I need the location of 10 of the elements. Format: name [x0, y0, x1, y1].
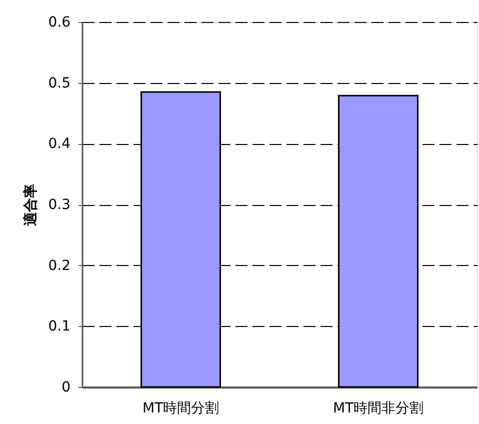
y-tick-label: 0.1 [48, 318, 70, 335]
x-tick-label: MT時間分割 [142, 400, 220, 416]
y-tick-label: 0.5 [48, 75, 70, 92]
x-tick-label: MT時間非分割 [332, 400, 424, 416]
y-tick-label: 0 [62, 380, 70, 396]
y-tick-label: 0.3 [48, 197, 70, 213]
y-tick-label: 0.4 [48, 136, 71, 152]
y-tick-label: 0.2 [48, 258, 70, 274]
y-tick-label: 0.6 [48, 14, 71, 30]
y-axis-title: 適合率 [22, 184, 40, 227]
